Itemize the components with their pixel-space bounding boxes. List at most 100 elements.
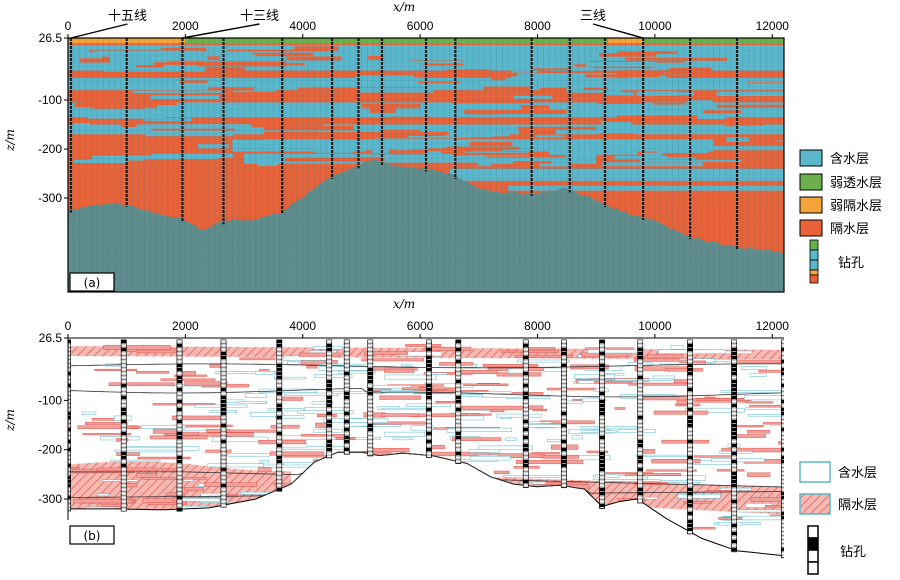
stratum-lens [361,103,421,109]
borehole-segment [326,431,332,436]
borehole-segment [637,447,643,452]
borehole-segment [176,427,183,432]
borehole-segment [781,367,784,372]
borehole-segment [637,467,643,472]
borehole-segment [523,347,529,352]
borehole-segment [367,387,373,392]
aquitard-lens [628,382,688,386]
borehole-segment [781,451,784,456]
borehole-segment [637,407,643,412]
borehole-segment [344,439,350,444]
borehole-segment [176,463,183,468]
borehole-segment [176,351,183,356]
aquifer-lens [181,498,220,502]
borehole-segment [367,351,373,356]
section-line-leader [592,23,644,39]
borehole-segment [455,351,461,356]
stratum-lens [286,56,342,61]
borehole-segment [220,447,227,452]
borehole-segment [344,411,350,416]
borehole-segment [523,427,529,432]
aquitard-lens [424,346,472,352]
legend-b-label-aquitard: 隔水层 [838,498,877,513]
borehole-segment [561,411,567,416]
stratum-lens [105,67,203,70]
borehole-segment [523,351,529,356]
stratum-lens [365,150,428,155]
borehole-segment [276,487,282,492]
borehole-segment [367,355,373,360]
borehole-segment [731,435,737,440]
borehole-segment [367,435,373,440]
borehole-segment [68,439,71,444]
borehole-segment [455,343,461,348]
borehole-segment [455,455,461,460]
stratum-lens [217,135,265,140]
borehole-segment [220,479,227,484]
stratum-lens [586,61,657,67]
borehole-segment [781,355,784,360]
borehole-segment [781,431,784,436]
borehole-segment [326,395,332,400]
borehole-segment [781,531,784,536]
borehole-segment [561,451,567,456]
borehole-segment [326,347,332,352]
aquifer-lens [460,427,513,432]
borehole-segment [344,443,350,448]
borehole-segment [523,431,529,436]
borehole-segment [68,471,71,476]
stratum-lens [257,161,278,167]
borehole-segment [731,395,737,400]
aquifer-lens [614,378,673,381]
borehole-segment [687,459,693,464]
borehole-segment [637,347,643,352]
borehole-segment [687,431,693,436]
borehole-segment [68,355,71,360]
borehole-segment [637,443,643,448]
borehole-segment [326,359,332,364]
borehole-segment [68,463,71,468]
panel-a-boreholes [69,38,739,251]
aquitard-lens [136,472,158,478]
aquitard-lens [137,456,191,460]
borehole-segment [731,463,737,468]
borehole-segment [599,383,605,388]
borehole-segment [276,479,282,484]
borehole-segment [781,463,784,468]
panel-b-label: (b) [84,529,101,543]
borehole-segment [523,339,529,344]
borehole [343,339,350,455]
borehole-segment [731,439,737,444]
stratum-lens [541,115,603,117]
borehole-segment [276,431,282,436]
aquitard-lens [542,454,580,459]
stratum-lens [600,120,632,125]
aquitard-lens [683,501,712,504]
borehole-segment [220,371,227,376]
aquitard-lens [299,352,340,357]
borehole-segment [687,347,693,352]
borehole-segment [426,439,432,444]
borehole-segment [731,343,737,348]
borehole-segment [121,355,127,360]
borehole-segment [426,419,432,424]
borehole-segment [781,535,784,540]
aquitard-lens [665,368,703,372]
borehole-segment [344,391,350,396]
aquifer-lens [311,401,333,405]
stratum-lens [532,68,572,71]
x-tick-label: 8000 [524,319,551,333]
borehole-segment [68,467,71,472]
borehole-segment [68,475,71,480]
stratum-lens [228,107,253,112]
stratum-lens [513,95,553,99]
panel-a-basement [68,159,784,292]
stratum-lens [204,67,246,72]
borehole-segment [326,387,332,392]
borehole [455,339,462,464]
borehole-segment [344,379,350,384]
borehole-segment [599,343,605,348]
aquitard-lens [463,383,509,387]
borehole-segment [276,475,282,480]
stratum-lens [417,81,461,84]
